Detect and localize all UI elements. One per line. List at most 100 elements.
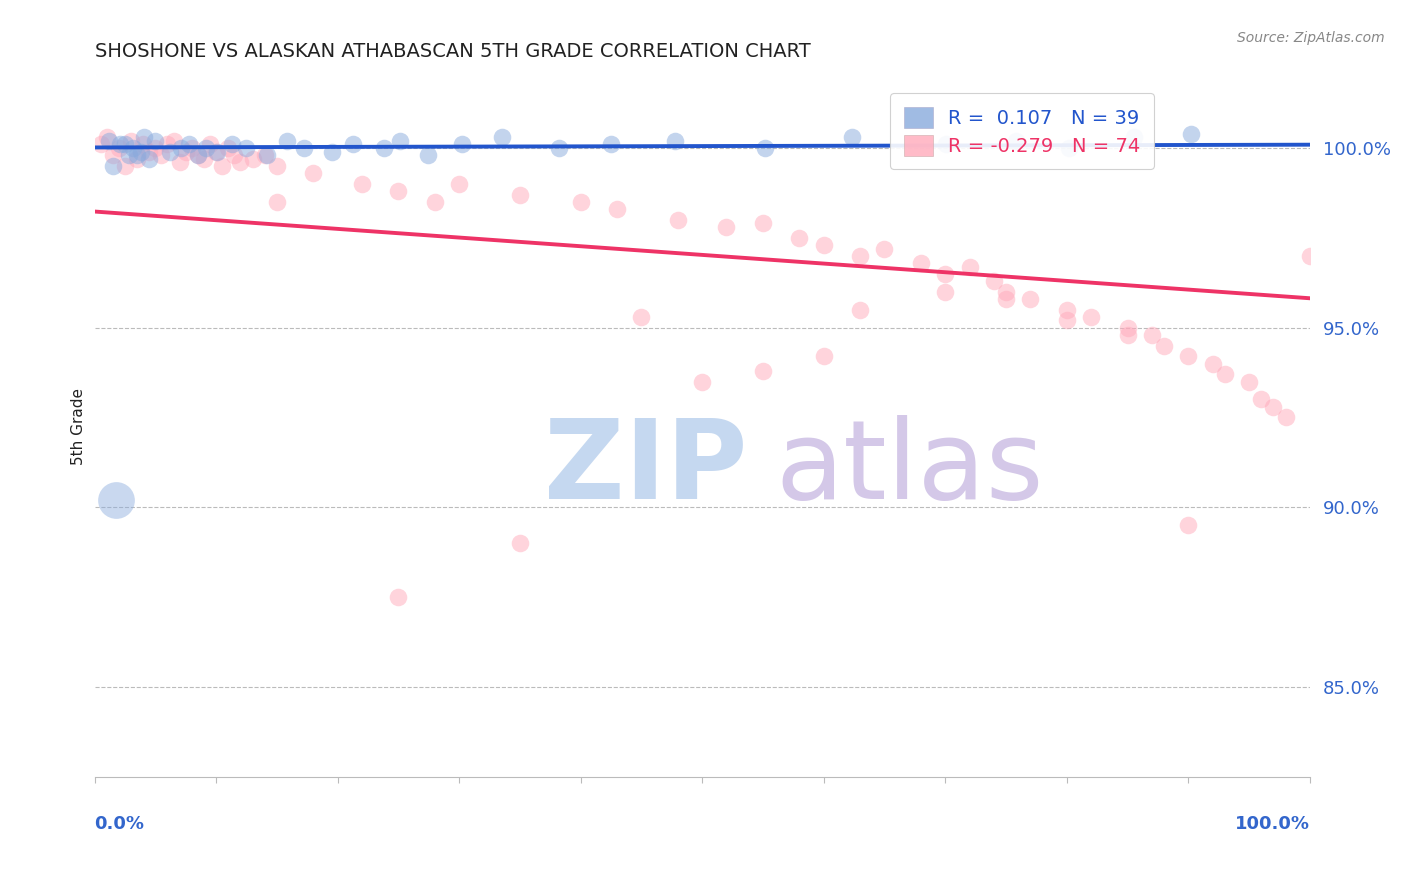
Point xyxy=(156,137,179,152)
Point xyxy=(387,590,409,604)
Point xyxy=(96,130,118,145)
Point xyxy=(101,148,124,162)
Point xyxy=(138,152,160,166)
Point xyxy=(934,267,956,281)
Point xyxy=(841,130,863,145)
Point xyxy=(143,134,166,148)
Point xyxy=(207,145,229,159)
Text: ZIP: ZIP xyxy=(544,415,748,522)
Point xyxy=(716,220,738,235)
Point xyxy=(266,159,288,173)
Point xyxy=(108,137,131,152)
Text: 0.0%: 0.0% xyxy=(94,815,145,833)
Point xyxy=(143,141,166,155)
Point xyxy=(276,134,298,148)
Point xyxy=(1213,368,1236,382)
Point xyxy=(450,137,472,152)
Point xyxy=(321,145,343,159)
Point xyxy=(416,148,439,162)
Point xyxy=(117,148,139,162)
Point xyxy=(229,155,252,169)
Point xyxy=(1177,518,1199,533)
Point xyxy=(1263,400,1285,414)
Point xyxy=(342,137,364,152)
Point xyxy=(292,141,315,155)
Point xyxy=(162,134,184,148)
Point xyxy=(606,202,628,216)
Point xyxy=(754,141,776,155)
Point xyxy=(1299,249,1322,263)
Point xyxy=(983,274,1005,288)
Point xyxy=(98,134,121,148)
Point xyxy=(666,213,689,227)
Point xyxy=(1122,130,1144,145)
Point xyxy=(1056,302,1078,317)
Text: atlas: atlas xyxy=(775,415,1043,522)
Point xyxy=(449,177,471,191)
Point xyxy=(813,350,835,364)
Point xyxy=(253,148,276,162)
Point xyxy=(491,130,513,145)
Point xyxy=(159,145,181,159)
Point xyxy=(138,145,160,159)
Point xyxy=(509,536,531,550)
Point xyxy=(910,256,932,270)
Point xyxy=(187,148,209,162)
Point xyxy=(959,260,981,274)
Point xyxy=(193,152,215,166)
Point xyxy=(217,141,239,155)
Point xyxy=(90,137,112,152)
Point xyxy=(235,141,257,155)
Text: SHOSHONE VS ALASKAN ATHABASCAN 5TH GRADE CORRELATION CHART: SHOSHONE VS ALASKAN ATHABASCAN 5TH GRADE… xyxy=(94,42,810,61)
Point xyxy=(934,285,956,299)
Y-axis label: 5th Grade: 5th Grade xyxy=(72,388,86,465)
Point xyxy=(120,134,142,148)
Point xyxy=(129,145,152,159)
Point xyxy=(127,148,149,162)
Point xyxy=(101,159,124,173)
Point xyxy=(1019,292,1042,306)
Point xyxy=(1177,350,1199,364)
Point xyxy=(630,310,652,324)
Point xyxy=(1153,338,1175,352)
Point xyxy=(509,187,531,202)
Point xyxy=(1116,327,1139,342)
Point xyxy=(134,130,156,145)
Point xyxy=(1180,127,1202,141)
Point xyxy=(302,166,325,180)
Point xyxy=(114,137,136,152)
Point xyxy=(1274,410,1296,425)
Point xyxy=(150,148,173,162)
Legend: R =  0.107   N = 39, R = -0.279   N = 74: R = 0.107 N = 39, R = -0.279 N = 74 xyxy=(890,93,1154,169)
Point xyxy=(198,137,221,152)
Point xyxy=(105,493,128,508)
Point xyxy=(122,141,145,155)
Point xyxy=(1250,392,1272,407)
Point xyxy=(108,141,131,155)
Point xyxy=(187,148,209,162)
Point xyxy=(174,145,197,159)
Point xyxy=(195,141,218,155)
Point xyxy=(211,159,233,173)
Point xyxy=(849,302,872,317)
Point xyxy=(1080,310,1102,324)
Point xyxy=(388,134,411,148)
Point xyxy=(752,364,775,378)
Point xyxy=(1140,327,1163,342)
Point xyxy=(373,141,395,155)
Point xyxy=(423,194,446,209)
Point xyxy=(180,141,202,155)
Point xyxy=(547,141,569,155)
Point xyxy=(1057,141,1080,155)
Point xyxy=(1056,313,1078,327)
Text: Source: ZipAtlas.com: Source: ZipAtlas.com xyxy=(1237,31,1385,45)
Point xyxy=(256,148,278,162)
Point xyxy=(266,194,288,209)
Point xyxy=(664,134,686,148)
Point xyxy=(221,137,243,152)
Point xyxy=(849,249,872,263)
Point xyxy=(224,148,246,162)
Point xyxy=(813,238,835,252)
Point xyxy=(170,141,193,155)
Point xyxy=(387,184,409,198)
